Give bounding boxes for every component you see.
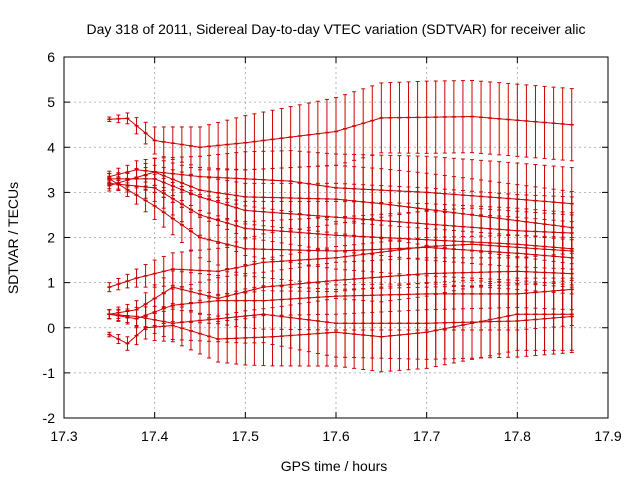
series-line bbox=[109, 313, 572, 324]
series-s10 bbox=[107, 279, 574, 360]
x-axis-label: GPS time / hours bbox=[281, 458, 388, 474]
series-s11 bbox=[107, 277, 574, 373]
y-tick-label: 2 bbox=[47, 230, 55, 246]
x-tick-label: 17.6 bbox=[322, 428, 349, 444]
series-s9 bbox=[107, 252, 574, 331]
series-line bbox=[109, 178, 572, 259]
x-tick-label: 17.3 bbox=[50, 428, 77, 444]
series-line bbox=[109, 313, 572, 345]
chart-title: Day 318 of 2011, Sidereal Day-to-day VTE… bbox=[86, 21, 585, 37]
series-s6 bbox=[107, 172, 574, 295]
series-line bbox=[109, 270, 572, 315]
series-s2 bbox=[107, 150, 574, 241]
series-line bbox=[109, 171, 572, 229]
y-axis-label: SDTVAR / TECUs bbox=[5, 182, 21, 294]
series-line bbox=[109, 243, 572, 288]
y-tick-label: 5 bbox=[47, 94, 55, 110]
x-tick-label: 17.9 bbox=[594, 428, 621, 444]
y-tick-label: 4 bbox=[47, 139, 55, 155]
series-line bbox=[109, 169, 572, 205]
ticks: 17.3 17.4 17.5 17.6 17.7 17.8 17.9 -2 -1 0 1 2 3 4 5 6 bbox=[43, 49, 622, 444]
y-tick-label: 0 bbox=[47, 320, 55, 336]
series-line bbox=[109, 178, 572, 234]
x-tick-label: 17.5 bbox=[232, 428, 259, 444]
y-tick-label: -2 bbox=[43, 410, 56, 426]
series-group bbox=[107, 79, 574, 373]
x-tick-label: 17.4 bbox=[141, 428, 168, 444]
series-s8 bbox=[107, 234, 574, 322]
x-tick-label: 17.8 bbox=[504, 428, 531, 444]
series-line bbox=[109, 116, 572, 148]
y-tick-label: -1 bbox=[43, 365, 56, 381]
y-tick-label: 6 bbox=[47, 49, 55, 65]
y-tick-label: 1 bbox=[47, 275, 55, 291]
series-s1 bbox=[107, 79, 574, 171]
y-tick-label: 3 bbox=[47, 184, 55, 200]
x-tick-label: 17.7 bbox=[413, 428, 440, 444]
series-line bbox=[109, 288, 572, 320]
series-line bbox=[109, 182, 572, 250]
